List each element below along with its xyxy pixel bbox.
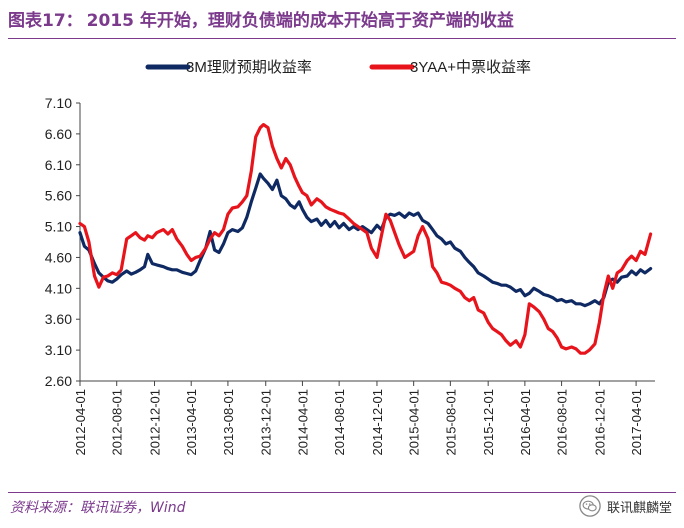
x-tick-label: 2013-12-01	[259, 389, 274, 456]
x-tick-label: 2016-08-01	[555, 389, 570, 456]
series-line-1	[78, 172, 653, 308]
y-tick-label: 6.60	[45, 126, 72, 142]
series-line-2	[78, 123, 653, 355]
watermark: 联讯麒麟堂	[579, 493, 672, 519]
x-tick-label: 2016-04-01	[518, 389, 533, 456]
y-axis: 2.60 3.10 3.60 4.10 4.60 5.10 5.60 6.10 6.60 7.10	[45, 95, 81, 389]
watermark-text: 联讯麒麟堂	[606, 500, 672, 516]
x-tick-label: 2012-04-01	[73, 389, 88, 456]
source-note: 资料来源：联讯证券，Wind	[10, 500, 186, 516]
y-tick-label: 5.60	[45, 188, 72, 204]
figure-title: 图表17： 2015 年开始，理财负债端的成本开始高于资产端的收益	[8, 4, 518, 38]
figure-title-text: 2015 年开始，理财负债端的成本开始高于资产端的收益	[86, 11, 514, 31]
x-tick-label: 2014-04-01	[295, 389, 310, 456]
title-divider	[8, 38, 676, 39]
x-tick-label: 2017-04-01	[629, 389, 644, 456]
x-tick-label: 2014-08-01	[332, 389, 347, 456]
y-tick-label: 5.10	[45, 219, 72, 235]
y-tick-label: 2.60	[45, 373, 72, 389]
y-tick-label: 4.60	[45, 249, 72, 265]
x-tick-label: 2015-08-01	[443, 389, 458, 456]
y-tick-label: 7.10	[45, 95, 72, 111]
y-tick-label: 4.10	[45, 280, 72, 296]
x-tick-label: 2013-04-01	[184, 389, 199, 456]
x-tick-label: 2014-12-01	[370, 389, 385, 456]
y-tick-label: 3.60	[45, 311, 72, 327]
legend: 3M理财预期收益率 3YAA+中票收益率	[145, 59, 531, 76]
wechat-icon	[579, 495, 601, 517]
x-tick-label: 2016-12-01	[592, 389, 607, 456]
x-tick-label: 2013-08-01	[221, 389, 236, 456]
x-tick-label: 2012-12-01	[148, 389, 163, 456]
x-tick-label: 2015-12-01	[481, 389, 496, 456]
y-tick-label: 6.10	[45, 157, 72, 173]
plot-area	[78, 123, 653, 355]
x-tick-label: 2012-08-01	[110, 389, 125, 456]
figure-label: 图表17：	[8, 11, 83, 31]
x-axis: 2012-04-01 2012-08-01 2012-12-01 2013-04-01…	[73, 380, 655, 456]
x-tick-label: 2015-04-01	[407, 389, 422, 456]
legend-label-2: 3YAA+中票收益率	[410, 59, 531, 76]
legend-label-1: 3M理财预期收益率	[186, 59, 312, 76]
footer-divider	[8, 492, 676, 493]
y-tick-label: 3.10	[45, 342, 72, 358]
line-chart: 3M理财预期收益率 3YAA+中票收益率 2.60 3.10 3.60 4.10 4.60…	[45, 59, 655, 456]
